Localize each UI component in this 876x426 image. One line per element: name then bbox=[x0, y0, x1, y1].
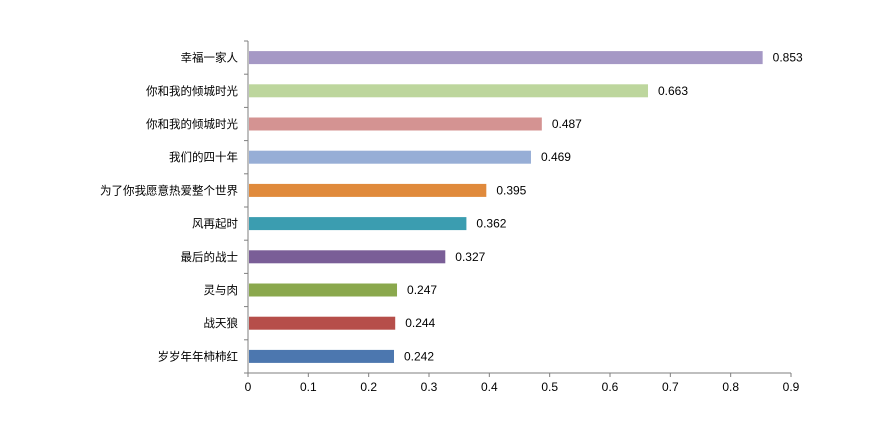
data-label: 0.362 bbox=[476, 217, 506, 231]
bar bbox=[249, 150, 531, 164]
x-tick-label: 0.6 bbox=[602, 380, 619, 394]
x-tick-label: 0.1 bbox=[300, 380, 317, 394]
x-tick-label: 0.7 bbox=[662, 380, 679, 394]
data-label: 0.487 bbox=[552, 117, 582, 131]
bar bbox=[249, 217, 467, 231]
bar bbox=[249, 117, 542, 131]
value-labels: 0.853 0.663 0.487 0.469 0.395 0.362 0.327 0.247… bbox=[404, 51, 803, 364]
category-label: 灵与肉 bbox=[204, 283, 239, 297]
category-label: 战天狼 bbox=[204, 316, 239, 330]
category-label: 你和我的倾城时光 bbox=[146, 117, 238, 131]
x-tick-label: 0.2 bbox=[360, 380, 377, 394]
bar bbox=[249, 84, 649, 98]
category-label: 我们的四十年 bbox=[169, 150, 238, 164]
category-label: 为了你我愿意热爱整个世界 bbox=[100, 183, 238, 197]
category-label: 风再起时 bbox=[192, 217, 238, 231]
bar bbox=[249, 183, 487, 197]
x-tick-label: 0 bbox=[245, 380, 252, 394]
bar bbox=[249, 316, 396, 330]
bar bbox=[249, 283, 398, 297]
x-tick-label: 0.3 bbox=[421, 380, 438, 394]
data-label: 0.469 bbox=[541, 150, 571, 164]
x-tick-label: 0.8 bbox=[722, 380, 739, 394]
data-label: 0.853 bbox=[773, 51, 803, 65]
category-label: 你和我的倾城时光 bbox=[146, 84, 238, 98]
axes: 0 0.1 0.2 0.3 0.4 0.5 0.6 0.7 0.8 0.9 bbox=[244, 40, 800, 394]
category-label: 岁岁年年柿柿红 bbox=[158, 349, 239, 363]
data-label: 0.327 bbox=[455, 250, 485, 264]
category-labels: 幸福一家人你和我的倾城时光你和我的倾城时光我们的四十年为了你我愿意热爱整个世界风… bbox=[100, 51, 238, 364]
x-tick-label: 0.5 bbox=[541, 380, 558, 394]
category-label: 最后的战士 bbox=[181, 250, 239, 264]
bar bbox=[249, 250, 446, 264]
x-tick-label: 0.9 bbox=[783, 380, 800, 394]
data-label: 0.242 bbox=[404, 349, 434, 363]
data-label: 0.247 bbox=[407, 283, 437, 297]
bar bbox=[249, 51, 763, 65]
bar bbox=[249, 349, 395, 363]
data-label: 0.663 bbox=[658, 84, 688, 98]
bars-layer bbox=[249, 51, 763, 363]
category-label: 幸福一家人 bbox=[181, 51, 239, 65]
x-tick-label: 0.4 bbox=[481, 380, 498, 394]
data-label: 0.244 bbox=[405, 316, 435, 330]
data-label: 0.395 bbox=[496, 183, 526, 197]
